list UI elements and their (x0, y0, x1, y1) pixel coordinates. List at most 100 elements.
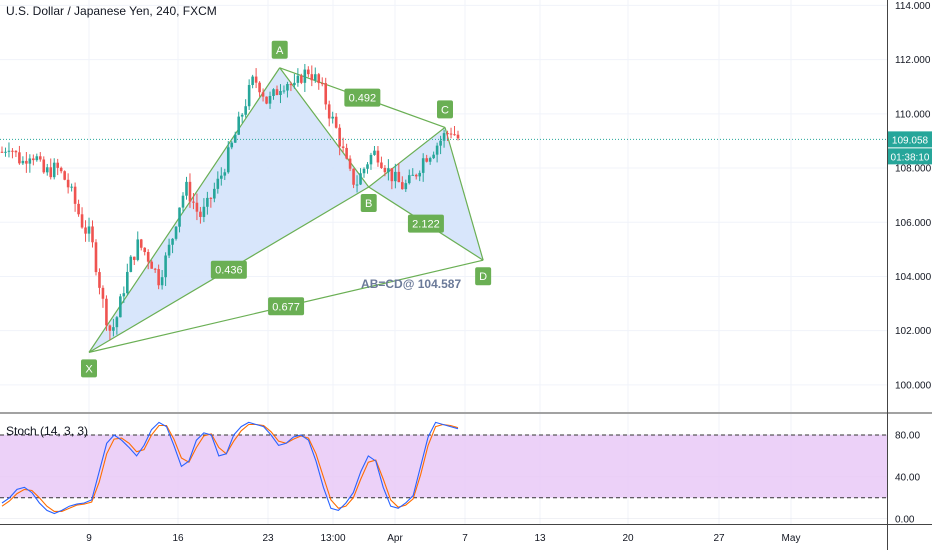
candle-body (226, 147, 230, 173)
candle-body (435, 145, 439, 155)
candle-body (25, 160, 28, 164)
candle-body (213, 188, 216, 199)
candle-body (202, 206, 206, 217)
candle-body (366, 164, 369, 169)
abcd-annotation: AB=CD@ 104.587 (361, 277, 461, 291)
x-tick-label: 7 (462, 533, 468, 544)
candle-body (206, 197, 209, 207)
x-tick-label: Apr (387, 533, 403, 544)
candle-body (373, 150, 376, 155)
x-tick-label: 13:00 (320, 533, 345, 544)
candle-body (390, 168, 394, 182)
candle-body (42, 159, 46, 173)
point-marker-x[interactable] (81, 359, 97, 378)
candle-body (63, 171, 66, 180)
pattern-edge-cd (444, 127, 484, 261)
ratio-label: 0.677 (272, 301, 300, 313)
candle-body (272, 89, 275, 96)
candle-body (275, 89, 279, 95)
stoch-title: Stoch (14, 3, 3) (6, 424, 89, 438)
candle-body (52, 162, 56, 178)
candle-body (18, 152, 21, 164)
candle-body (425, 158, 428, 162)
candle-body (432, 154, 435, 159)
ratio-badge[interactable] (210, 260, 247, 279)
candle-body (394, 171, 397, 182)
candle-body (98, 272, 101, 288)
candle-body (209, 197, 213, 199)
candle-body (91, 226, 94, 243)
candle-body (188, 181, 192, 202)
price-tick-label: 114.000 (895, 1, 931, 12)
candle-body (296, 75, 300, 83)
ratio-badge[interactable] (407, 214, 444, 233)
bcd-triangle[interactable] (368, 127, 484, 261)
candlesticks (0, 63, 460, 341)
candle-body (320, 83, 324, 85)
candle-body (199, 211, 202, 217)
candle-body (254, 76, 258, 83)
ratio-label: 2.122 (412, 219, 440, 231)
pattern-labels[interactable]: X A B C D 0.492 0.436 2.122 0.677 AB=CD@ 104.587 (81, 40, 492, 378)
candle-body (167, 244, 171, 256)
candle-body (428, 158, 432, 162)
candle-body (230, 142, 234, 148)
countdown-badge (888, 148, 932, 165)
x-tick-label: 9 (86, 533, 92, 544)
candle-body (411, 174, 415, 176)
candle-body (77, 203, 80, 215)
candle-body (331, 116, 334, 119)
x-tick-label: 16 (172, 533, 184, 544)
candle-body (80, 214, 84, 228)
candle-body (244, 106, 247, 115)
candle-body (456, 134, 460, 139)
candle-body (313, 74, 317, 81)
candle-body (387, 168, 390, 173)
point-marker-a[interactable] (271, 40, 288, 59)
ratio-badge[interactable] (344, 88, 381, 107)
stoch-tick-label: 40.00 (895, 472, 920, 483)
candle-body (171, 238, 174, 245)
candle-body (14, 150, 18, 153)
stoch-tick-label: 0.00 (895, 514, 915, 525)
candle-body (126, 271, 129, 294)
price-tick-label: 104.000 (895, 272, 932, 283)
x-tick-label: 23 (262, 533, 274, 544)
x-tick-label: 20 (622, 533, 634, 544)
candle-body (369, 154, 373, 165)
candle-body (139, 239, 143, 248)
candle-body (146, 252, 150, 262)
candle-body (108, 325, 112, 331)
candle-body (258, 82, 261, 93)
x-tick-label: 27 (713, 533, 725, 544)
candle-body (380, 162, 383, 168)
candle-body (105, 298, 108, 326)
price-axis[interactable]: 9 16 23 13:00 Apr 7 13 20 27 May 114.000 112.000 110… (0, 1, 932, 544)
candle-body (153, 268, 157, 270)
candle-body (101, 287, 105, 299)
candle-body (160, 277, 164, 286)
ratio-badge[interactable] (268, 297, 305, 316)
stoch-lines (1, 421, 459, 515)
candle-body (383, 167, 387, 173)
candle-body (348, 158, 352, 169)
candle-body (355, 184, 359, 186)
point-label-c: C (441, 104, 449, 116)
candle-body (407, 175, 411, 184)
last-price-badge[interactable] (888, 131, 932, 148)
candle-body (178, 207, 181, 227)
candle-body (317, 74, 321, 84)
candle-body (59, 167, 63, 172)
candle-body (418, 172, 422, 177)
xab-triangle[interactable] (89, 67, 369, 353)
candle-body (195, 202, 199, 212)
candle-body (421, 158, 425, 173)
candle-body (219, 175, 223, 179)
point-marker-c[interactable] (437, 100, 453, 119)
price-tick-label: 102.000 (895, 326, 932, 337)
point-marker-b[interactable] (360, 194, 377, 213)
point-marker-d[interactable] (475, 267, 492, 286)
candle-body (143, 247, 147, 253)
